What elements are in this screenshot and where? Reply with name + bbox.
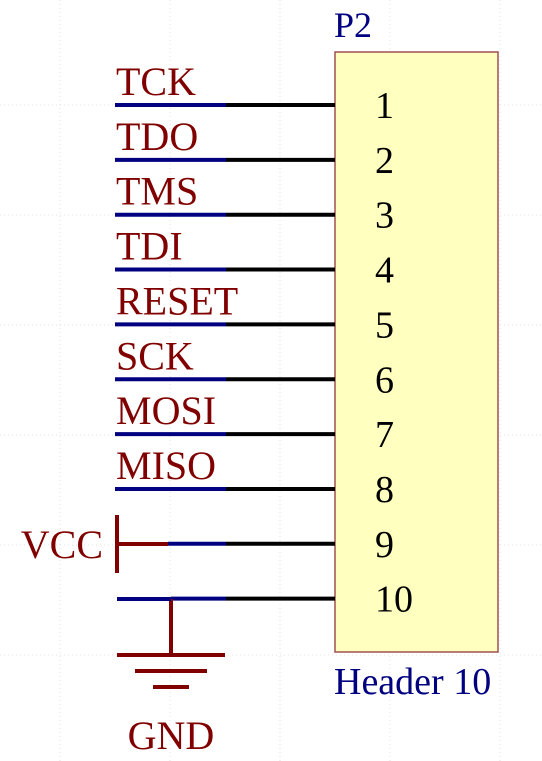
net-label-reset: RESET	[116, 278, 238, 323]
pin-7-number: 7	[375, 414, 394, 456]
net-label-mosi: MOSI	[116, 388, 216, 433]
gnd-label: GND	[128, 713, 215, 758]
net-label-tck: TCK	[116, 59, 196, 104]
vcc-label: VCC	[21, 522, 103, 567]
pin-6-number: 6	[375, 359, 394, 401]
pin-4-number: 4	[375, 250, 394, 292]
net-label-tdo: TDO	[116, 114, 198, 159]
pin-2-number: 2	[375, 140, 394, 182]
gnd-power-port[interactable]: GND	[117, 597, 225, 758]
component-comment: Header 10	[334, 661, 491, 703]
pin-10-number: 10	[375, 579, 413, 621]
pin-3-number: 3	[375, 195, 394, 237]
pin-9-number: 9	[375, 524, 394, 566]
vcc-power-port[interactable]: VCC	[21, 515, 168, 573]
pin-5-number: 5	[375, 304, 394, 346]
net-label-miso: MISO	[116, 443, 216, 488]
pin-group: 1 2 3 4 5 6 7 8 9 10	[226, 85, 413, 621]
component-designator: P2	[334, 5, 372, 45]
net-label-tms: TMS	[116, 169, 198, 214]
net-label-group: TCK TDO TMS TDI RESET SCK MOSI MISO	[115, 59, 238, 601]
pin-8-number: 8	[375, 469, 394, 511]
pin-1-number: 1	[375, 85, 394, 127]
net-label-tdi: TDI	[116, 224, 183, 269]
header-component-body[interactable]	[334, 51, 499, 653]
net-label-sck: SCK	[116, 333, 194, 378]
